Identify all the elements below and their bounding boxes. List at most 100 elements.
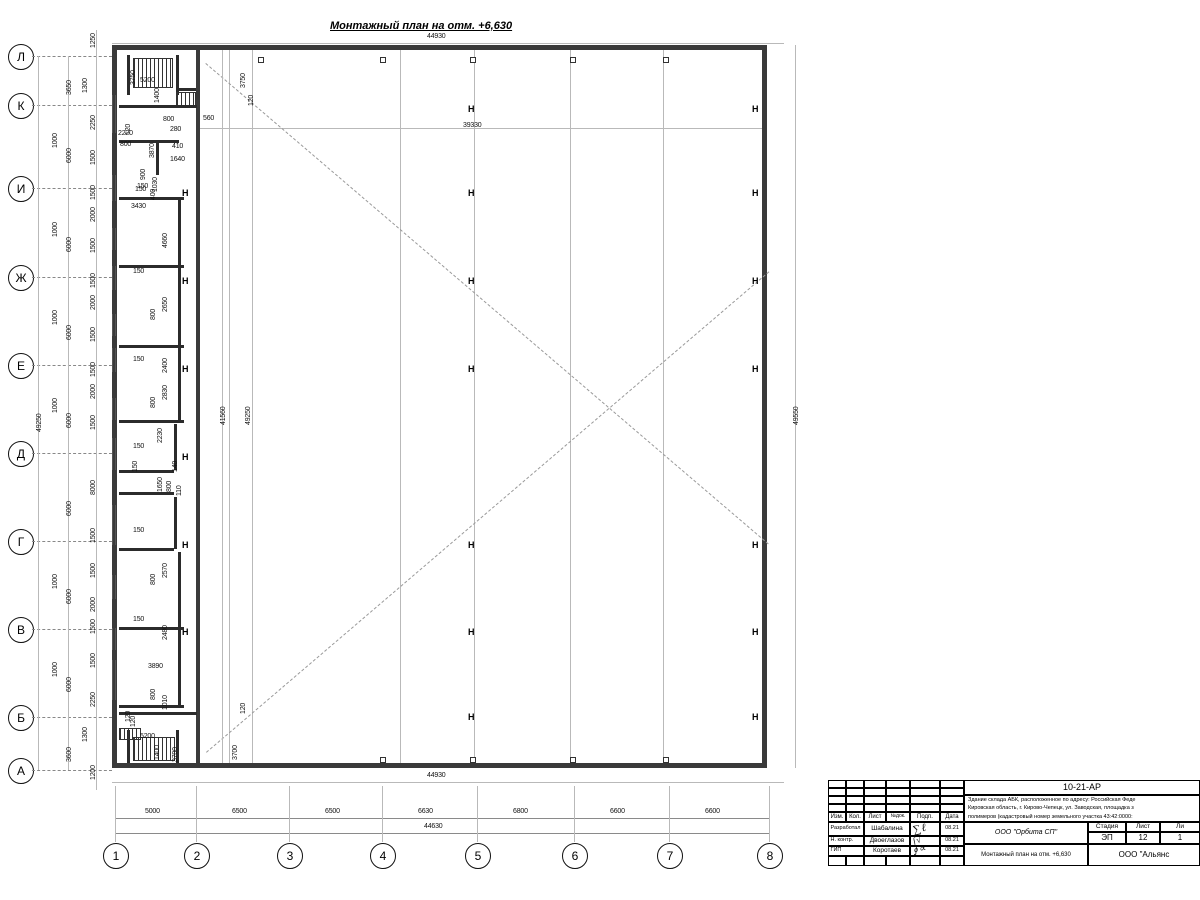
- dim-2220: 2220: [118, 130, 133, 137]
- rev-cell-r0c1: [846, 780, 864, 788]
- roof-marker-b4: [380, 757, 386, 763]
- dim-mid-800e: 800: [150, 688, 157, 700]
- rev-cell-r2c0: [828, 796, 846, 804]
- axis-bubble-d[interactable]: Д: [8, 441, 34, 467]
- roof-marker-t1: [258, 57, 264, 63]
- axis-bubble-a[interactable]: А: [8, 758, 34, 784]
- rev-cell-r3c5: [940, 804, 964, 812]
- span-i-zh: 6000: [66, 237, 73, 252]
- role-name-korotaev: Коротаев: [864, 846, 910, 856]
- signature-1: ∫ √: [911, 836, 922, 846]
- fine-dim-7: 1500: [90, 273, 97, 288]
- grid-v-7: [669, 786, 670, 842]
- axis-bubble-k[interactable]: К: [8, 93, 34, 119]
- rev-cell-r3c3: [886, 804, 910, 812]
- object-desc-line-2: Кировская область, г. Кирово-Чепецк, ул.…: [968, 805, 1134, 812]
- dim-3750b: 3750: [240, 73, 247, 88]
- roof-marker-t3: [470, 57, 476, 63]
- axis-bubble-l[interactable]: Л: [8, 44, 34, 70]
- axis-line-v: [32, 629, 112, 630]
- hall-grid-v3: [400, 50, 401, 763]
- title-block: Изм. Кол. Лист №док. Подп. Дата Разработ…: [828, 780, 1200, 890]
- dim-mid-1010: 1010: [162, 695, 169, 710]
- dim-560: 560: [203, 115, 215, 122]
- stair-top-flight2: [176, 92, 196, 106]
- partition-7: [119, 627, 184, 630]
- column-marker-2: H: [468, 188, 475, 198]
- axis-line-l: [32, 56, 112, 57]
- axis-bubble-4[interactable]: 4: [370, 843, 396, 869]
- axis-bubble-zh[interactable]: Ж: [8, 265, 34, 291]
- roof-marker-b2: [570, 757, 576, 763]
- doc-code: 10-21-АР: [964, 780, 1200, 795]
- rev-cell-f0: [828, 856, 846, 866]
- role-date-0: 08.21: [940, 822, 964, 836]
- rev-cell-r1c0: [828, 788, 846, 796]
- axis-bubble-2[interactable]: 2: [184, 843, 210, 869]
- dim-800b: 800: [163, 116, 175, 123]
- fine-dim-4: 1500: [90, 185, 97, 200]
- bottom-span-3: 6500: [325, 808, 340, 815]
- fine-dim-12: 1500: [90, 415, 97, 430]
- bottom-dim-line: [112, 782, 784, 783]
- partition-v7: [178, 630, 181, 705]
- rev-cell-r2c3: [886, 796, 910, 804]
- column-marker-3: H: [468, 276, 475, 286]
- object-desc-line-1: Здание склада АБК, расположенное по адре…: [968, 797, 1136, 804]
- dim-mid-400: 400: [150, 188, 157, 200]
- bottom-span-4: 6630: [418, 808, 433, 815]
- dim-mid-150e: 150: [132, 460, 139, 472]
- inner-horiz-dim-39330: 39330: [463, 122, 482, 129]
- stair-bottom-wall-r: [176, 730, 179, 763]
- axis-bubble-6[interactable]: 6: [562, 843, 588, 869]
- stage-value-ep: ЭП: [1088, 832, 1126, 844]
- roof-marker-t4: [570, 57, 576, 63]
- rev-cell-r0c3: [886, 780, 910, 788]
- window-l9: [112, 505, 117, 545]
- axis-bubble-8[interactable]: 8: [757, 843, 783, 869]
- fine-dim-2: 2250: [90, 115, 97, 130]
- rev-cell-r1c4: [910, 788, 940, 796]
- dim-sb-3700b: 3700: [232, 745, 239, 760]
- rev-cell-f1: [846, 856, 864, 866]
- dim-sb-5200: 5200: [140, 733, 155, 740]
- span-e-d: 6000: [66, 413, 73, 428]
- annex-wall-top2: [119, 140, 179, 143]
- dim-3870: 3870: [149, 143, 156, 158]
- window-l12: [112, 660, 117, 700]
- axis-bubble-7[interactable]: 7: [657, 843, 683, 869]
- dim-mid-2650: 2650: [162, 297, 169, 312]
- axis-bubble-1[interactable]: 1: [103, 843, 129, 869]
- fine-dim-0: 1250: [90, 33, 97, 48]
- hall-grid-v5: [570, 50, 571, 763]
- column-marker-c2: H: [182, 276, 189, 286]
- fine-dim-3: 1500: [90, 150, 97, 165]
- partition-5: [119, 492, 174, 495]
- rev-cell-r3c2: [864, 804, 886, 812]
- axis-bubble-i[interactable]: И: [8, 176, 34, 202]
- axis-bubble-b[interactable]: Б: [8, 705, 34, 731]
- role-name-dvoeglazov: Двоеглазов: [864, 836, 910, 846]
- hall-grid-v6: [663, 50, 664, 763]
- axis-bubble-3[interactable]: 3: [277, 843, 303, 869]
- axis-bubble-v[interactable]: В: [8, 617, 34, 643]
- hall-grid-v2: [252, 50, 253, 763]
- fine-dim-11: 2000: [90, 384, 97, 399]
- window-l10: [112, 575, 117, 599]
- column-marker-r6: H: [752, 627, 759, 637]
- axis-bubble-5[interactable]: 5: [465, 843, 491, 869]
- sheet-title: Монтажный план на отм. +6,630: [964, 844, 1088, 866]
- dim-mid-2570: 2570: [162, 563, 169, 578]
- dim-mid-800c: 800: [166, 480, 173, 492]
- axis-bubble-g[interactable]: Г: [8, 529, 34, 555]
- inner-dim-line-a: [222, 50, 223, 763]
- role-date-2: 08.21: [940, 846, 964, 856]
- fine-dim-13: 8000: [90, 480, 97, 495]
- dim-1640: 1640: [170, 156, 185, 163]
- axis-line-g: [32, 541, 112, 542]
- axis-line-zh: [32, 277, 112, 278]
- annex-wall-top1: [119, 105, 197, 108]
- rev-cell-r3c4: [910, 804, 940, 812]
- axis-bubble-e[interactable]: Е: [8, 353, 34, 379]
